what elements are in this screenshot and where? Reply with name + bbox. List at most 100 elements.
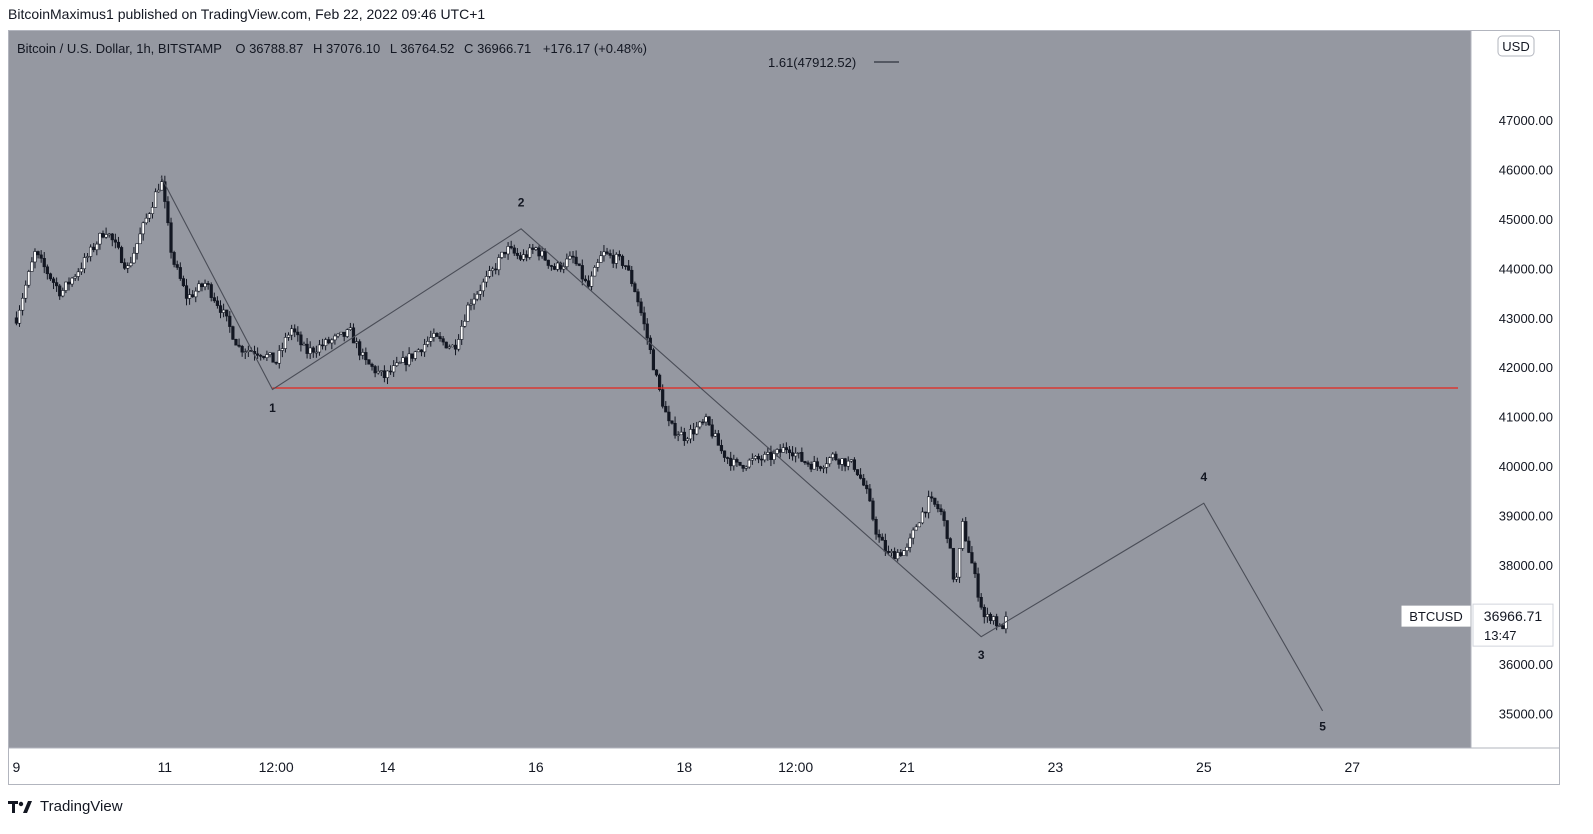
candle-body: [534, 247, 538, 250]
candle-body: [905, 546, 909, 552]
candle-body: [722, 450, 727, 458]
candle-body: [85, 256, 90, 258]
candle-body: [351, 327, 356, 344]
candle-body: [667, 411, 671, 422]
tradingview-footer[interactable]: TradingView: [8, 798, 123, 815]
candle-body: [920, 511, 925, 524]
candle-body: [450, 344, 455, 348]
wave-label-3: 3: [978, 648, 985, 662]
candle-body: [695, 426, 699, 435]
candle-body: [481, 281, 485, 292]
candle-body: [506, 246, 510, 255]
candle-body: [979, 597, 983, 608]
candle-body: [664, 406, 668, 413]
price-tick-label: 47000.00: [1499, 113, 1553, 128]
wave-labels-layer: 1 2 3 4 5: [269, 196, 1326, 734]
candle-body: [568, 255, 572, 260]
tradingview-brand: TradingView: [40, 798, 123, 815]
candle-body: [574, 256, 578, 265]
candle-body: [852, 459, 857, 470]
candle-body: [821, 467, 826, 469]
candle-body: [110, 233, 114, 241]
time-tick-label: 16: [528, 759, 544, 775]
candle-body: [497, 257, 501, 271]
time-axis[interactable]: [9, 747, 1559, 784]
candle-body: [790, 452, 795, 457]
candle-body: [429, 337, 433, 342]
legend-l-label: L: [390, 41, 397, 56]
candle-body: [877, 533, 881, 538]
currency-button-bg[interactable]: [1497, 35, 1535, 57]
candle-body: [627, 265, 631, 271]
candle-body: [855, 469, 860, 476]
candle-body: [775, 449, 779, 454]
candle-body: [701, 421, 705, 424]
time-tick-label: 18: [677, 759, 693, 775]
time-tick-label: 12:00: [259, 759, 294, 775]
candle-body: [153, 191, 158, 208]
candle-body: [552, 266, 557, 270]
candle-body: [76, 271, 80, 277]
candle-body: [203, 283, 207, 288]
candle-body: [286, 334, 291, 338]
candle-body: [274, 361, 278, 364]
candle-body: [98, 233, 102, 245]
candle-body: [401, 357, 405, 363]
candle-body: [973, 562, 977, 575]
candle-body: [419, 349, 424, 353]
candle-body: [596, 262, 600, 268]
candle-body: [259, 355, 263, 357]
candle-body: [521, 254, 526, 260]
wave-label-4: 4: [1200, 470, 1207, 484]
candle-body: [376, 370, 380, 374]
candle-body: [797, 452, 801, 454]
wave-layer: [160, 176, 1324, 712]
candle-body: [327, 339, 331, 344]
candle-body: [422, 344, 427, 353]
candle-body: [354, 341, 359, 344]
candle-body: [119, 247, 124, 263]
candle-body: [33, 251, 37, 263]
candle-body: [951, 547, 955, 580]
candle-body: [902, 550, 906, 556]
candle-body: [231, 326, 235, 340]
candle-body: [305, 343, 309, 354]
candle-body: [79, 268, 83, 273]
candle-body: [503, 251, 507, 255]
candle-body: [815, 461, 819, 467]
candle-body: [39, 254, 43, 259]
candle-body: [178, 267, 182, 279]
plot-area[interactable]: [9, 31, 1471, 748]
candle-body: [453, 344, 458, 350]
candle-body: [484, 276, 489, 283]
fib-marker[interactable]: 1.61(47912.52): [768, 55, 899, 70]
candle-body: [221, 309, 226, 313]
candle-body: [27, 271, 31, 286]
candle-body: [874, 519, 878, 535]
candle-body: [237, 344, 241, 347]
candle-body: [491, 268, 495, 271]
candle-body: [169, 222, 173, 253]
candle-body: [559, 262, 563, 270]
candle-body: [262, 356, 266, 358]
candle-body: [265, 354, 269, 358]
candle-body: [147, 213, 151, 219]
bar-countdown: 13:47: [1484, 628, 1517, 643]
price-tag[interactable]: BTCUSD 36966.71 13:47: [1401, 603, 1554, 647]
price-tick-label: 43000.00: [1499, 311, 1553, 326]
candle-body: [988, 613, 993, 621]
candle-body: [571, 255, 575, 258]
currency-button[interactable]: USD: [1497, 35, 1535, 57]
candle-body: [688, 429, 693, 440]
candle-body: [710, 424, 714, 437]
legend-text: Bitcoin / U.S. Dollar, 1h, BITSTAMP O 36…: [17, 41, 647, 56]
candle-body: [17, 309, 22, 324]
candle-body: [849, 459, 853, 462]
candle-body: [135, 243, 139, 254]
candle-body: [438, 336, 442, 339]
candle-body: [537, 247, 541, 257]
candle-body: [824, 463, 829, 468]
candle-body: [843, 458, 847, 467]
candle-body: [954, 576, 959, 580]
